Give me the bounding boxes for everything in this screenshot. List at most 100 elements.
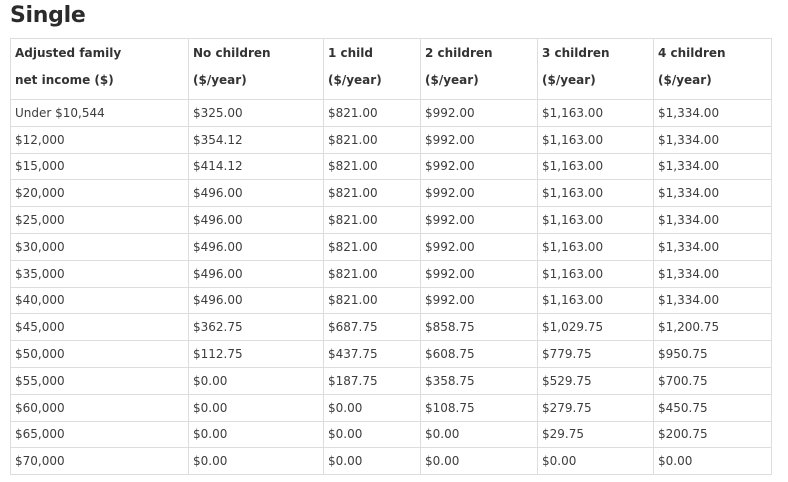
column-header-line2: ($/year) <box>328 72 382 87</box>
table-cell-income: $60,000 <box>10 393 189 422</box>
table-cell-4-children: $0.00 <box>653 447 772 476</box>
table-cell-4-children: $1,334.00 <box>653 125 772 154</box>
table-cell-3-children: $1,163.00 <box>537 259 654 288</box>
header-row: Adjusted family net income ($) No children… <box>10 38 772 100</box>
table-cell-4-children: $1,334.00 <box>653 152 772 181</box>
table-cell-1-child: $821.00 <box>323 206 421 234</box>
table-cell-2-children: $992.00 <box>420 99 538 127</box>
table-cell-2-children: $992.00 <box>420 125 538 154</box>
table-cell-income: $12,000 <box>10 125 189 154</box>
column-header-line2: ($/year) <box>658 72 712 87</box>
column-header-line2: ($/year) <box>193 72 247 87</box>
table-cell-income: $25,000 <box>10 206 189 234</box>
table-cell-income: $40,000 <box>10 286 189 315</box>
table-cell-2-children: $108.75 <box>420 393 538 422</box>
table-cell-no-children: $112.75 <box>188 340 324 368</box>
table-cell-no-children: $0.00 <box>188 393 324 422</box>
table-cell-1-child: $821.00 <box>323 259 421 288</box>
table-cell-2-children: $992.00 <box>420 259 538 288</box>
table-cell-3-children: $1,163.00 <box>537 152 654 181</box>
table-cell-2-children: $0.00 <box>420 420 538 449</box>
table-row: $70,000 $0.00 $0.00 $0.00 $0.00 $0.00 <box>10 447 772 476</box>
table-cell-2-children: $992.00 <box>420 232 538 261</box>
table-cell-income: $15,000 <box>10 152 189 181</box>
column-header-2-children: 2 children ($/year) <box>420 38 538 100</box>
column-header-3-children: 3 children ($/year) <box>537 38 654 100</box>
table-cell-income: $35,000 <box>10 259 189 288</box>
table-cell-3-children: $529.75 <box>537 366 654 395</box>
table-cell-2-children: $992.00 <box>420 179 538 208</box>
table-cell-1-child: $821.00 <box>323 99 421 127</box>
table-row: $50,000 $112.75 $437.75 $608.75 $779.75 $950.… <box>10 340 772 368</box>
table-cell-1-child: $687.75 <box>323 313 421 342</box>
table-cell-income: $55,000 <box>10 366 189 395</box>
table-cell-2-children: $992.00 <box>420 206 538 234</box>
table-cell-1-child: $821.00 <box>323 286 421 315</box>
table-cell-no-children: $0.00 <box>188 447 324 476</box>
column-header-no-children: No children ($/year) <box>188 38 324 100</box>
table-cell-2-children: $992.00 <box>420 286 538 315</box>
table-cell-1-child: $0.00 <box>323 420 421 449</box>
column-header-4-children: 4 children ($/year) <box>653 38 772 100</box>
table-row: $45,000 $362.75 $687.75 $858.75 $1,029.75 $1,… <box>10 313 772 342</box>
table-cell-2-children: $608.75 <box>420 340 538 368</box>
column-header-line1: 4 children <box>658 46 726 60</box>
table-cell-2-children: $992.00 <box>420 152 538 181</box>
table-cell-3-children: $1,163.00 <box>537 286 654 315</box>
table-cell-4-children: $1,334.00 <box>653 232 772 261</box>
table-cell-4-children: $1,334.00 <box>653 99 772 127</box>
table-cell-no-children: $0.00 <box>188 366 324 395</box>
table-cell-income: $20,000 <box>10 179 189 208</box>
table-cell-1-child: $0.00 <box>323 447 421 476</box>
table-cell-income: $45,000 <box>10 313 189 342</box>
table-cell-3-children: $1,163.00 <box>537 206 654 234</box>
table-row: $60,000 $0.00 $0.00 $108.75 $279.75 $450.75 <box>10 393 772 422</box>
table-cell-no-children: $496.00 <box>188 259 324 288</box>
table-body: Under $10,544 $325.00 $821.00 $992.00 $1,163… <box>10 99 772 476</box>
column-header-line2: ($/year) <box>425 72 479 87</box>
table-cell-1-child: $0.00 <box>323 393 421 422</box>
table-cell-no-children: $414.12 <box>188 152 324 181</box>
table-row: Under $10,544 $325.00 $821.00 $992.00 $1,163… <box>10 99 772 127</box>
table-cell-2-children: $0.00 <box>420 447 538 476</box>
table-cell-no-children: $0.00 <box>188 420 324 449</box>
table-cell-4-children: $1,200.75 <box>653 313 772 342</box>
table-row: $55,000 $0.00 $187.75 $358.75 $529.75 $700.75 <box>10 366 772 395</box>
table-row: $25,000 $496.00 $821.00 $992.00 $1,163.00 $1,… <box>10 206 772 234</box>
column-header-line1: No children <box>193 46 271 60</box>
table-cell-no-children: $496.00 <box>188 232 324 261</box>
table-cell-no-children: $362.75 <box>188 313 324 342</box>
table-row: $12,000 $354.12 $821.00 $992.00 $1,163.00 $1,… <box>10 125 772 154</box>
table-cell-3-children: $1,029.75 <box>537 313 654 342</box>
table-header: Adjusted family net income ($) No children… <box>10 38 772 100</box>
table-cell-no-children: $496.00 <box>188 179 324 208</box>
table-row: $65,000 $0.00 $0.00 $0.00 $29.75 $200.75 <box>10 420 772 449</box>
table-cell-1-child: $437.75 <box>323 340 421 368</box>
table-cell-no-children: $325.00 <box>188 99 324 127</box>
table-cell-no-children: $354.12 <box>188 125 324 154</box>
table-cell-3-children: $1,163.00 <box>537 99 654 127</box>
column-header-1-child: 1 child ($/year) <box>323 38 421 100</box>
table-row: $15,000 $414.12 $821.00 $992.00 $1,163.00 $1,… <box>10 152 772 181</box>
table-cell-2-children: $858.75 <box>420 313 538 342</box>
table-row: $35,000 $496.00 $821.00 $992.00 $1,163.00 $1,… <box>10 259 772 288</box>
table-row: $40,000 $496.00 $821.00 $992.00 $1,163.00 $1,… <box>10 286 772 315</box>
table-row: $20,000 $496.00 $821.00 $992.00 $1,163.00 $1,… <box>10 179 772 208</box>
table-cell-4-children: $1,334.00 <box>653 179 772 208</box>
column-header-line2: ($/year) <box>542 72 596 87</box>
table-cell-3-children: $1,163.00 <box>537 125 654 154</box>
table-cell-income: $70,000 <box>10 447 189 476</box>
table-cell-1-child: $187.75 <box>323 366 421 395</box>
table-cell-4-children: $1,334.00 <box>653 206 772 234</box>
table-cell-income: $30,000 <box>10 232 189 261</box>
table-row: $30,000 $496.00 $821.00 $992.00 $1,163.00 $1,… <box>10 232 772 261</box>
table-cell-income: $50,000 <box>10 340 189 368</box>
table-cell-2-children: $358.75 <box>420 366 538 395</box>
table-cell-1-child: $821.00 <box>323 152 421 181</box>
table-cell-no-children: $496.00 <box>188 206 324 234</box>
table-cell-4-children: $450.75 <box>653 393 772 422</box>
column-header-line1: 1 child <box>328 46 373 60</box>
table-cell-3-children: $779.75 <box>537 340 654 368</box>
table-cell-income: $65,000 <box>10 420 189 449</box>
